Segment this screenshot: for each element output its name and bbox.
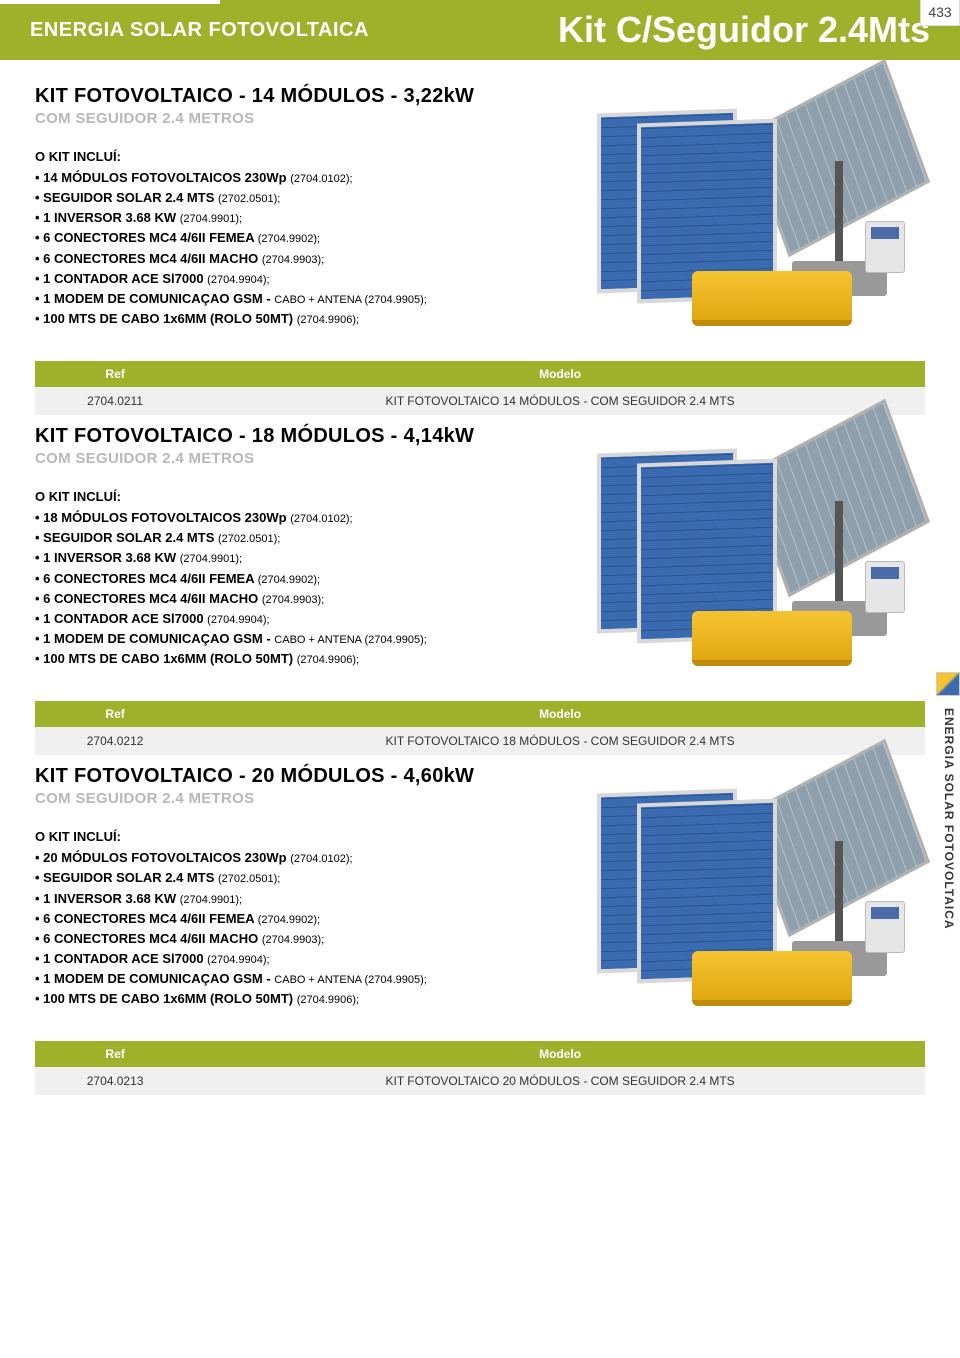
kit-subtitle: COM SEGUIDOR 2.4 METROS	[35, 450, 549, 467]
kit-item: 6 CONECTORES MC4 4/6II MACHO (2704.9903)…	[35, 589, 549, 609]
kit-item: 100 MTS DE CABO 1x6MM (ROLO 50MT) (2704.…	[35, 309, 549, 329]
kit-item: 100 MTS DE CABO 1x6MM (ROLO 50MT) (2704.…	[35, 989, 549, 1009]
kit-item: 1 INVERSOR 3.68 KW (2704.9901);	[35, 889, 549, 909]
kit-item: 18 MÓDULOS FOTOVOLTAICOS 230Wp (2704.010…	[35, 508, 549, 528]
kit-item: SEGUIDOR SOLAR 2.4 MTS (2702.0501);	[35, 868, 549, 888]
modelo-value: KIT FOTOVOLTAICO 14 MÓDULOS - COM SEGUID…	[195, 387, 925, 415]
kit-item: 6 CONECTORES MC4 4/6II FEMEA (2704.9902)…	[35, 909, 549, 929]
header-title: Kit C/Seguidor 2.4Mts	[558, 9, 930, 51]
kit-item: 1 CONTADOR ACE Sl7000 (2704.9904);	[35, 949, 549, 969]
kit-item-list: 20 MÓDULOS FOTOVOLTAICOS 230Wp (2704.010…	[35, 848, 549, 1009]
kit-block: KIT FOTOVOLTAICO - 18 MÓDULOS - 4,14kW CO…	[35, 425, 925, 755]
ref-value: 2704.0213	[35, 1067, 195, 1095]
kit-includes-label: O KIT INCLUÍ:	[35, 829, 549, 844]
ref-header: Ref	[35, 701, 195, 727]
kit-item: 20 MÓDULOS FOTOVOLTAICOS 230Wp (2704.010…	[35, 848, 549, 868]
kit-item: 6 CONECTORES MC4 4/6II FEMEA (2704.9902)…	[35, 569, 549, 589]
modelo-header: Modelo	[195, 701, 925, 727]
kit-includes-label: O KIT INCLUÍ:	[35, 149, 549, 164]
header-bar: ENERGIA SOLAR FOTOVOLTAICA Kit C/Seguido…	[0, 0, 960, 60]
kit-title: KIT FOTOVOLTAICO - 18 MÓDULOS - 4,14kW	[35, 425, 549, 448]
product-illustration	[569, 85, 925, 347]
ref-value: 2704.0211	[35, 387, 195, 415]
page-number: 433	[920, 0, 960, 26]
kit-item-list: 14 MÓDULOS FOTOVOLTAICOS 230Wp (2704.010…	[35, 168, 549, 329]
kit-item: 1 MODEM DE COMUNICAÇAO GSM - CABO + ANTE…	[35, 969, 549, 989]
kit-item: SEGUIDOR SOLAR 2.4 MTS (2702.0501);	[35, 188, 549, 208]
kit-item: 6 CONECTORES MC4 4/6II FEMEA (2704.9902)…	[35, 228, 549, 248]
ref-table: RefModelo2704.0211KIT FOTOVOLTAICO 14 MÓ…	[35, 361, 925, 415]
ref-header: Ref	[35, 361, 195, 387]
ref-value: 2704.0212	[35, 727, 195, 755]
modelo-value: KIT FOTOVOLTAICO 20 MÓDULOS - COM SEGUID…	[195, 1067, 925, 1095]
kit-item-list: 18 MÓDULOS FOTOVOLTAICOS 230Wp (2704.010…	[35, 508, 549, 669]
kit-title: KIT FOTOVOLTAICO - 14 MÓDULOS - 3,22kW	[35, 85, 549, 108]
modelo-header: Modelo	[195, 361, 925, 387]
kit-item: 6 CONECTORES MC4 4/6II MACHO (2704.9903)…	[35, 249, 549, 269]
kit-item: 1 CONTADOR ACE Sl7000 (2704.9904);	[35, 269, 549, 289]
kit-item: 14 MÓDULOS FOTOVOLTAICOS 230Wp (2704.010…	[35, 168, 549, 188]
kit-item: 1 INVERSOR 3.68 KW (2704.9901);	[35, 208, 549, 228]
kit-item: SEGUIDOR SOLAR 2.4 MTS (2702.0501);	[35, 528, 549, 548]
modelo-value: KIT FOTOVOLTAICO 18 MÓDULOS - COM SEGUID…	[195, 727, 925, 755]
side-tab-label: ENERGIA SOLAR FOTOVOLTAICA	[938, 700, 960, 938]
kit-item: 1 INVERSOR 3.68 KW (2704.9901);	[35, 548, 549, 568]
kit-item: 1 MODEM DE COMUNICAÇAO GSM - CABO + ANTE…	[35, 289, 549, 309]
side-tab-icon	[936, 672, 960, 696]
ref-header: Ref	[35, 1041, 195, 1067]
kit-includes-label: O KIT INCLUÍ:	[35, 489, 549, 504]
product-illustration	[569, 765, 925, 1027]
kit-item: 6 CONECTORES MC4 4/6II MACHO (2704.9903)…	[35, 929, 549, 949]
ref-table: RefModelo2704.0212KIT FOTOVOLTAICO 18 MÓ…	[35, 701, 925, 755]
kit-item: 1 MODEM DE COMUNICAÇAO GSM - CABO + ANTE…	[35, 629, 549, 649]
product-illustration	[569, 425, 925, 687]
kit-block: KIT FOTOVOLTAICO - 14 MÓDULOS - 3,22kW CO…	[35, 85, 925, 415]
modelo-header: Modelo	[195, 1041, 925, 1067]
kit-subtitle: COM SEGUIDOR 2.4 METROS	[35, 110, 549, 127]
kit-block: KIT FOTOVOLTAICO - 20 MÓDULOS - 4,60kW CO…	[35, 765, 925, 1095]
ref-table: RefModelo2704.0213KIT FOTOVOLTAICO 20 MÓ…	[35, 1041, 925, 1095]
kit-item: 1 CONTADOR ACE Sl7000 (2704.9904);	[35, 609, 549, 629]
kit-title: KIT FOTOVOLTAICO - 20 MÓDULOS - 4,60kW	[35, 765, 549, 788]
kit-subtitle: COM SEGUIDOR 2.4 METROS	[35, 790, 549, 807]
header-category: ENERGIA SOLAR FOTOVOLTAICA	[30, 19, 369, 42]
kit-item: 100 MTS DE CABO 1x6MM (ROLO 50MT) (2704.…	[35, 649, 549, 669]
